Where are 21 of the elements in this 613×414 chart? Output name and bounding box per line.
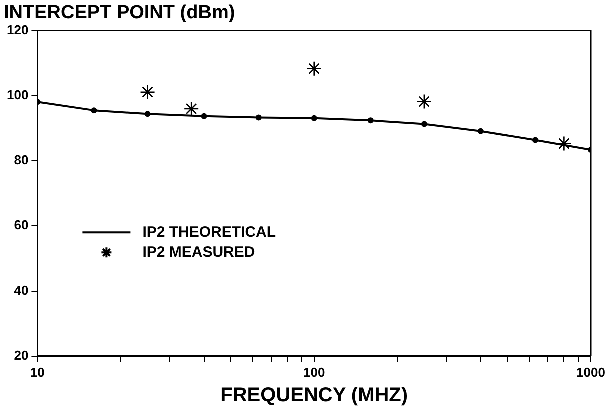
point [201, 113, 208, 120]
point [368, 118, 374, 124]
x-axis-title: FREQUENCY (MHZ) [220, 384, 408, 407]
y-tick-label: 20 [14, 348, 29, 363]
point [478, 128, 484, 134]
point [311, 115, 318, 122]
x-tick-label: 100 [303, 364, 326, 380]
y-tick-label: 60 [14, 218, 29, 233]
point [532, 137, 538, 144]
y-tick-label: 80 [14, 152, 29, 168]
y-axis-title: INTERCEPT POINT (dBm) [4, 2, 236, 24]
point [256, 114, 262, 121]
legend-label: IP2 MEASURED [142, 244, 256, 261]
x-tick-label: 1000 [576, 364, 606, 380]
y-tick-label: 100 [6, 88, 29, 102]
point [421, 121, 428, 128]
x-tick-label: 10 [30, 364, 45, 380]
y-tick-label: 120 [6, 22, 29, 38]
y-tick-label: 40 [14, 282, 29, 298]
point [91, 108, 98, 114]
legend-label: IP2 THEORETICAL [142, 224, 276, 241]
